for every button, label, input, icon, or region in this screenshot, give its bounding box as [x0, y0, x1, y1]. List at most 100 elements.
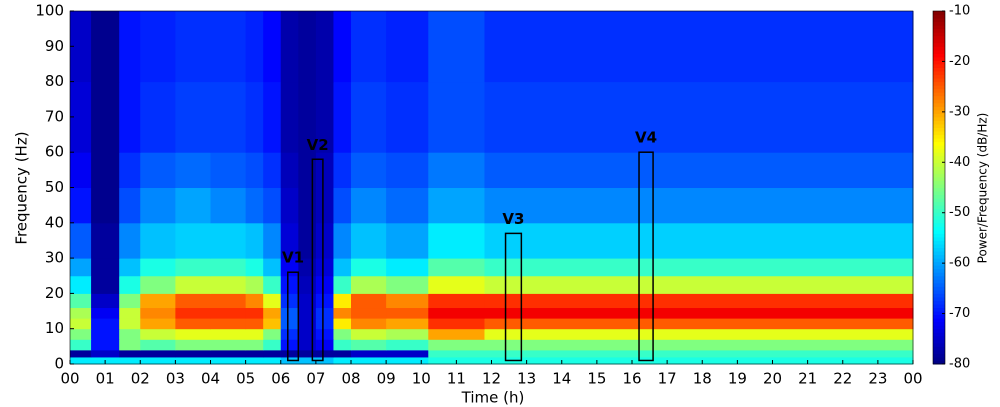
- heatmap-cell: [210, 307, 247, 319]
- y-tick-label: 90: [45, 37, 64, 55]
- colorbar-step: [933, 32, 945, 37]
- heatmap-cell: [263, 152, 282, 188]
- x-tick-label: 22: [833, 370, 852, 388]
- colorbar-step: [933, 335, 945, 340]
- heatmap-cell: [245, 318, 264, 330]
- heatmap-cell: [263, 258, 282, 277]
- heatmap-cell: [263, 328, 282, 340]
- x-tick-label: 14: [552, 370, 571, 388]
- heatmap-cell: [70, 11, 92, 83]
- heatmap-cell: [70, 356, 92, 365]
- heatmap-cell: [245, 81, 264, 153]
- colorbar-step: [933, 311, 945, 316]
- colorbar-step: [933, 56, 945, 61]
- colorbar-step: [933, 63, 945, 68]
- x-tick-label: 06: [271, 370, 290, 388]
- colorbar-step: [933, 229, 945, 234]
- heatmap-cell: [298, 339, 317, 351]
- heatmap-cell: [263, 275, 282, 294]
- heatmap-cell: [119, 152, 141, 188]
- heatmap-cell: [428, 307, 485, 319]
- heatmap-cell: [298, 187, 317, 224]
- heatmap-cell: [428, 187, 485, 224]
- heatmap-cell: [140, 356, 176, 365]
- colorbar-step: [933, 81, 945, 86]
- heatmap-cell: [245, 258, 264, 277]
- colorbar-step: [933, 325, 945, 330]
- heatmap-cell: [119, 258, 141, 277]
- colorbar-step: [933, 159, 945, 164]
- heatmap-cell: [175, 293, 211, 309]
- heatmap-cell: [351, 293, 387, 309]
- heatmap-cell: [298, 275, 317, 294]
- heatmap-cell: [245, 356, 264, 365]
- heatmap-cell: [333, 293, 352, 309]
- heatmap-cell: [333, 187, 352, 224]
- heatmap-cell: [428, 81, 485, 153]
- heatmap-cell: [333, 81, 352, 153]
- heatmap-cell: [91, 152, 120, 188]
- heatmap-cell: [263, 293, 282, 309]
- colorbar-step: [933, 194, 945, 199]
- heatmap-cell: [119, 318, 141, 330]
- heatmap-cell: [210, 275, 247, 294]
- heatmap-cell: [428, 152, 485, 188]
- x-tick-label: 12: [482, 370, 501, 388]
- x-tick-label: 00: [903, 370, 922, 388]
- heatmap-cell: [140, 11, 176, 83]
- y-tick-label: 40: [45, 213, 64, 231]
- colorbar-tick-label: -10: [949, 4, 970, 19]
- heatmap-cell: [298, 152, 317, 188]
- heatmap-cell: [298, 349, 317, 358]
- annotation-label: V3: [502, 210, 524, 228]
- heatmap-cell: [315, 293, 334, 309]
- heatmap-cell: [333, 275, 352, 294]
- colorbar-step: [933, 286, 945, 291]
- colorbar-step: [933, 71, 945, 76]
- heatmap-cell: [175, 152, 211, 188]
- colorbar-step: [933, 99, 945, 104]
- heatmap-cell: [351, 349, 387, 358]
- heatmap-cell: [119, 293, 141, 309]
- heatmap-cell: [315, 339, 334, 351]
- heatmap-cell: [351, 258, 387, 277]
- annotation-box: [287, 271, 300, 362]
- heatmap-cell: [210, 187, 247, 224]
- heatmap-cell: [315, 307, 334, 319]
- heatmap-cell: [280, 11, 299, 83]
- colorbar-step: [933, 300, 945, 305]
- heatmap-cell: [210, 356, 247, 365]
- heatmap-cell: [119, 275, 141, 294]
- heatmap-cell: [140, 349, 176, 358]
- heatmap-cell: [428, 258, 485, 277]
- heatmap-cell: [119, 222, 141, 259]
- heatmap-cell: [428, 318, 485, 330]
- colorbar-step: [933, 279, 945, 284]
- heatmap-cell: [333, 349, 352, 358]
- heatmap-cell: [386, 339, 429, 351]
- colorbar-step: [933, 342, 945, 347]
- x-tick-label: 10: [412, 370, 431, 388]
- colorbar-step: [933, 95, 945, 100]
- heatmap-cell: [386, 328, 429, 340]
- colorbar-step: [933, 349, 945, 354]
- heatmap-cell: [210, 11, 247, 83]
- colorbar-step: [933, 145, 945, 150]
- heatmap-cell: [386, 349, 429, 358]
- heatmap-cell: [245, 307, 264, 319]
- colorbar-step: [933, 275, 945, 280]
- colorbar-step: [933, 201, 945, 206]
- x-tick-label: 20: [763, 370, 782, 388]
- heatmap-cell: [91, 81, 120, 153]
- heatmap-cell: [333, 328, 352, 340]
- heatmap-cell: [119, 81, 141, 153]
- heatmap-cell: [428, 349, 485, 358]
- heatmap-cell: [119, 187, 141, 224]
- colorbar-step: [933, 307, 945, 312]
- colorbar-step: [933, 102, 945, 107]
- heatmap-cell: [298, 81, 317, 153]
- colorbar-tick-label: -20: [949, 54, 970, 69]
- heatmap-cell: [175, 318, 211, 330]
- colorbar-tick-label: -80: [949, 357, 970, 372]
